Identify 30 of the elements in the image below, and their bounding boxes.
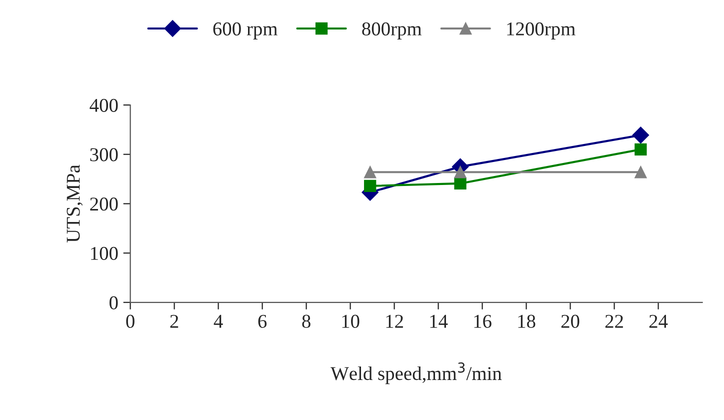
x-tick-label: 22 <box>605 314 623 328</box>
x-axis-title: Weld speed,mm$^{3}$/min <box>330 362 502 384</box>
x-tick-label: 4 <box>214 314 223 328</box>
point <box>364 166 376 178</box>
x-tick-label: 16 <box>474 314 492 328</box>
x-tick-label: 0 <box>126 314 134 328</box>
point <box>634 166 647 178</box>
x-tick-label: 24 <box>649 314 668 328</box>
x-tick-label: 14 <box>430 314 448 328</box>
x-tick-label: 10 <box>342 314 360 328</box>
legend-label: 1200rpm <box>507 22 576 40</box>
point <box>454 166 466 178</box>
x-tick-label: 20 <box>561 314 580 328</box>
y-axis-title: UTS,MPa <box>66 164 83 242</box>
legend-label: 600 rpm <box>213 22 278 40</box>
point <box>364 180 376 192</box>
point <box>632 126 650 144</box>
y-tick-label: 300 <box>90 148 118 162</box>
x-tick-label: 8 <box>302 314 310 328</box>
x-tick-label: 18 <box>518 314 536 328</box>
y-tick-label: 0 <box>110 296 118 310</box>
y-tick-label: 400 <box>90 98 118 112</box>
point <box>454 177 466 190</box>
y-tick-label: 100 <box>91 246 118 260</box>
x-tick-label: 2 <box>170 314 178 328</box>
point <box>634 143 647 156</box>
y-tick-label: 200 <box>90 198 118 211</box>
x-tick-label: 12 <box>386 314 403 328</box>
legend-label: 800rpm <box>362 22 422 40</box>
x-tick-label: 6 <box>258 314 267 328</box>
